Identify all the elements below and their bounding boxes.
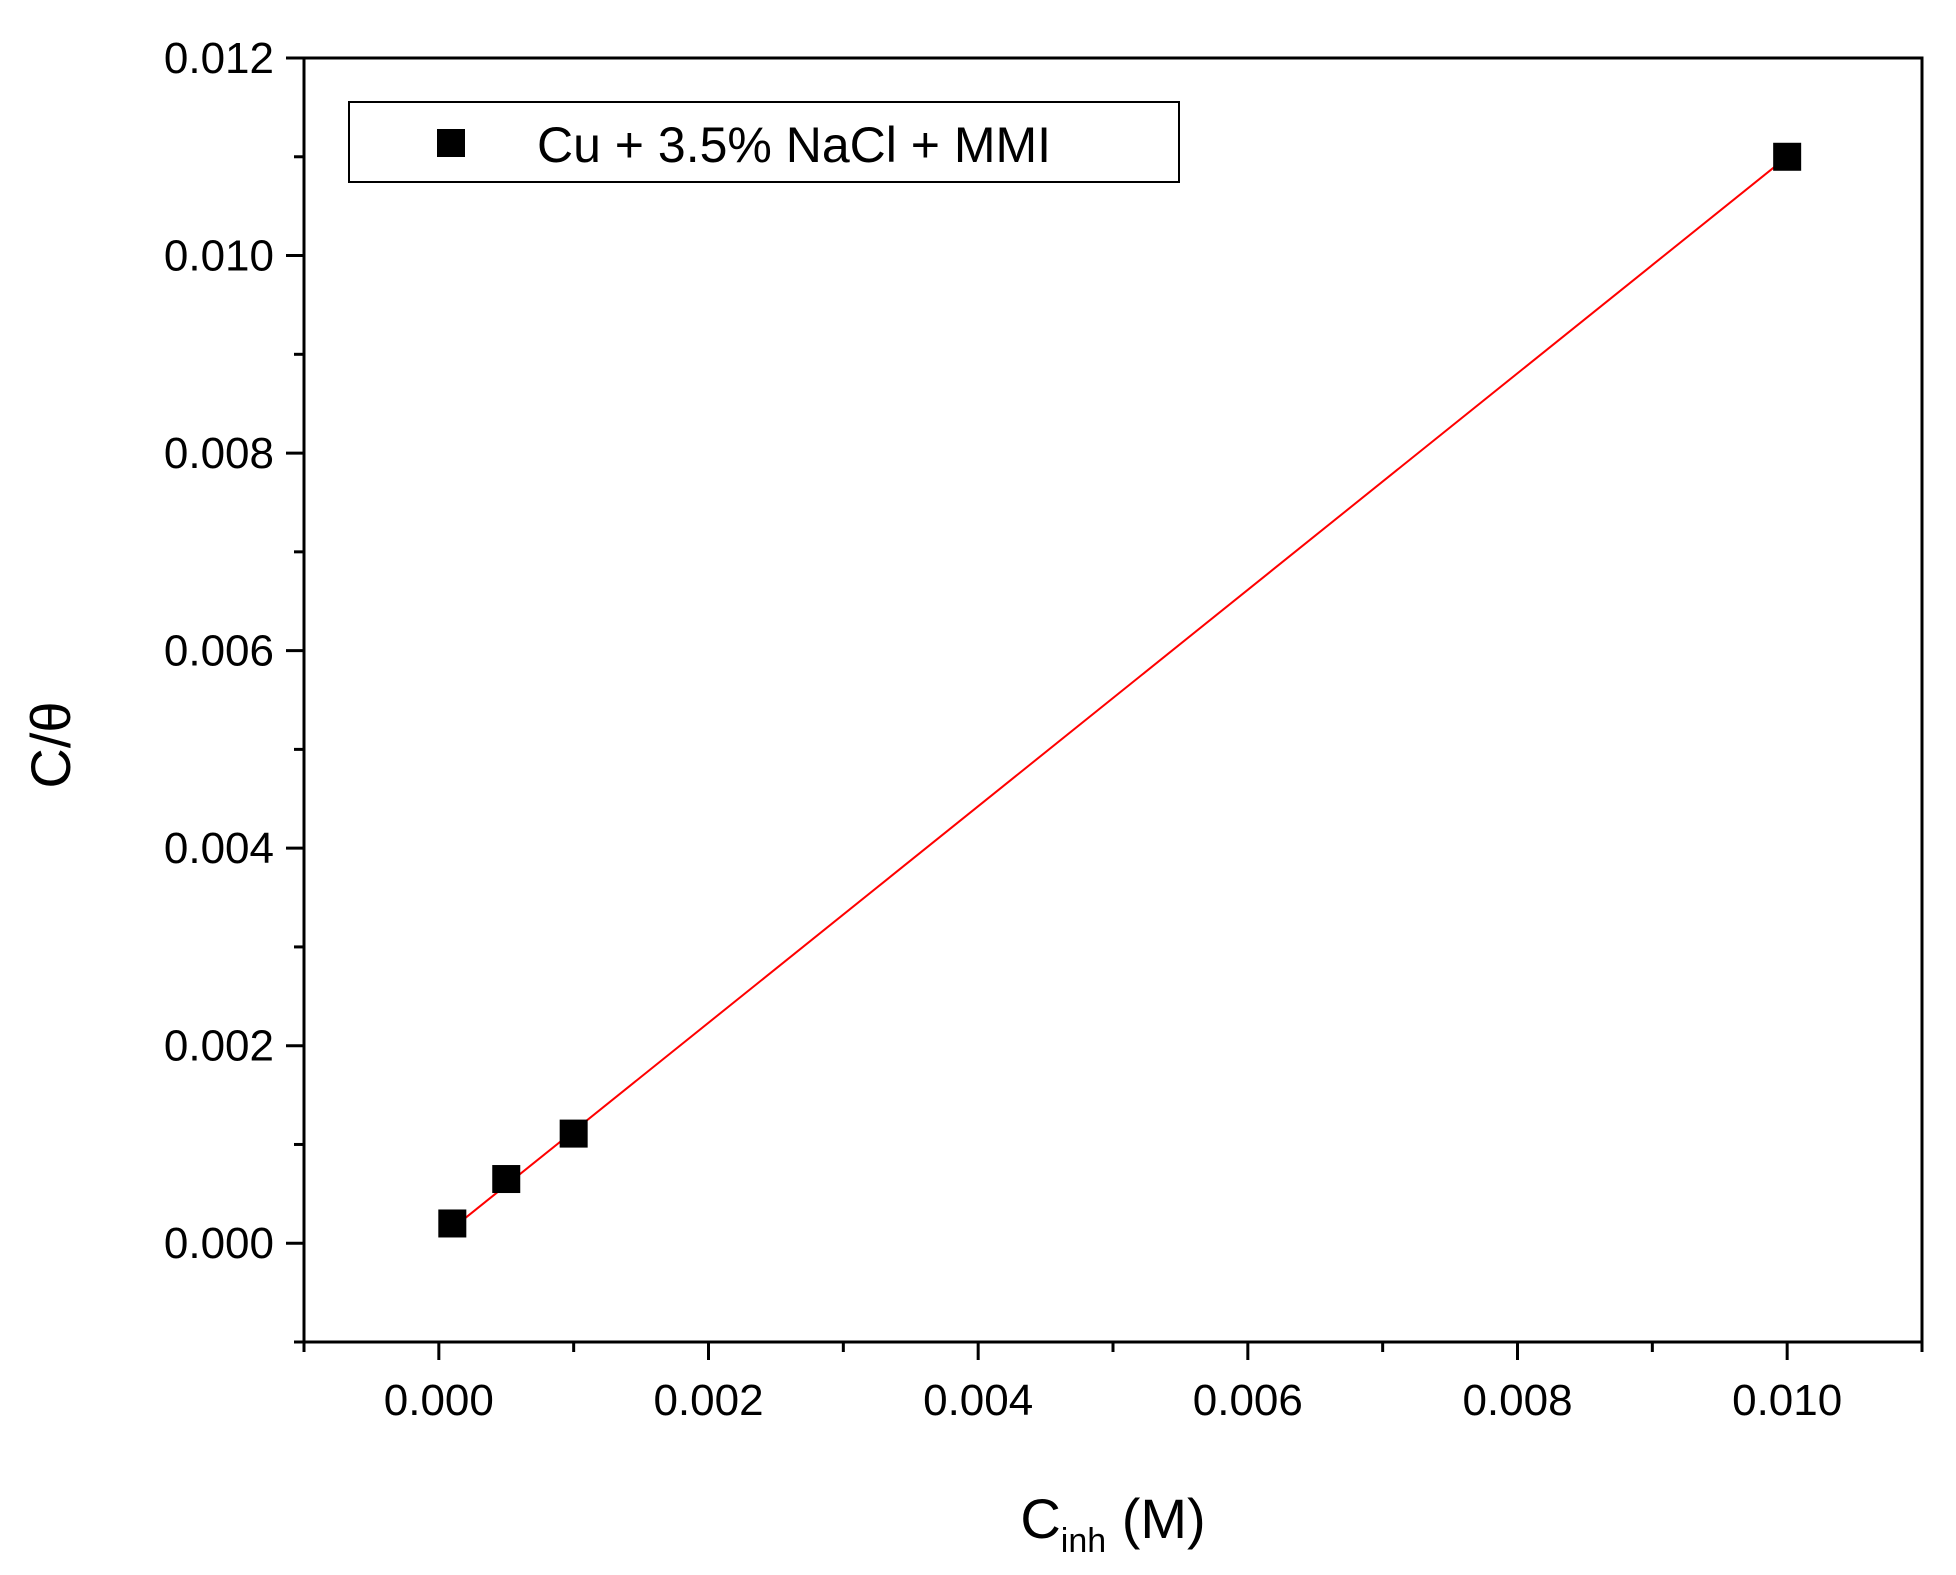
y-tick-label: 0.010 [164,232,274,281]
x-axis-title: Cinh (M) [1020,1487,1205,1560]
legend: Cu + 3.5% NaCl + MMI [348,101,1180,183]
fit-line [451,155,1788,1230]
data-points [438,142,1802,1238]
legend-marker [437,129,465,157]
x-axis-ticks [302,1342,1924,1360]
plot-frame [302,56,1924,1344]
y-tick-label: 0.012 [164,34,274,83]
y-tick-label: 0.002 [164,1022,274,1071]
legend-box [348,101,1180,183]
x-tick-label: 0.008 [1462,1376,1572,1425]
y-tick-label: 0.000 [164,1219,274,1268]
x-axis-tick-labels: 0.000 0.002 0.004 0.006 0.008 0.010 [384,1376,1842,1425]
x-tick-label: 0.002 [653,1376,763,1425]
y-axis-tick-labels: 0.000 0.002 0.004 0.006 0.008 0.010 0.012 [164,34,274,1268]
x-tick-label: 0.006 [1193,1376,1303,1425]
x-tick-label: 0.000 [384,1376,494,1425]
y-axis-title: C/θ [19,701,82,788]
y-axis-ticks [286,56,304,1344]
y-tick-label: 0.004 [164,824,274,873]
y-tick-label: 0.006 [164,627,274,676]
data-point [1773,142,1802,171]
y-tick-label: 0.008 [164,429,274,478]
data-point [559,1119,588,1148]
data-point [492,1165,521,1194]
data-point [438,1209,467,1238]
legend-label: Cu + 3.5% NaCl + MMI [537,117,1051,173]
x-tick-label: 0.004 [923,1376,1033,1425]
x-tick-label: 0.010 [1732,1376,1842,1425]
